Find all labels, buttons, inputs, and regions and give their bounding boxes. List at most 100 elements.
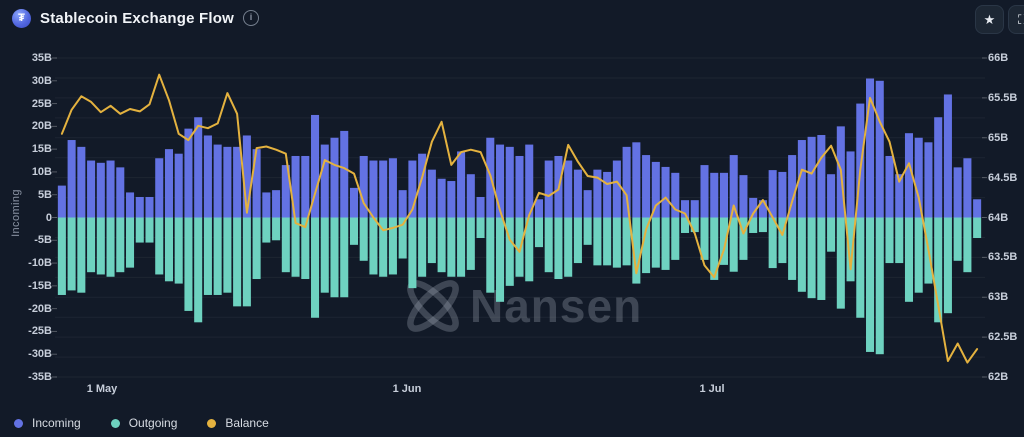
bar — [768, 170, 777, 218]
bar — [525, 217, 534, 282]
legend-item-outgoing[interactable]: Outgoing — [110, 416, 177, 430]
bar — [729, 217, 738, 272]
bar — [807, 136, 816, 218]
widget-header: ₮ Stablecoin Exchange Flow i — [0, 0, 1024, 36]
bar — [262, 192, 271, 218]
bar — [359, 217, 368, 261]
bar — [388, 217, 397, 275]
bar — [924, 142, 933, 218]
info-icon[interactable]: i — [243, 10, 260, 26]
bar — [788, 155, 797, 218]
axis-tick-marks — [52, 57, 987, 378]
bar — [661, 166, 670, 218]
bar — [914, 217, 923, 293]
bar — [379, 217, 388, 277]
legend-item-incoming[interactable]: Incoming — [14, 416, 81, 430]
outgoing-bars[interactable] — [57, 217, 982, 355]
bar — [184, 217, 193, 311]
bar — [184, 128, 193, 218]
bar — [203, 135, 212, 218]
right-axis-tick-label: 62.5B — [988, 331, 1018, 344]
bar — [505, 217, 514, 286]
bar — [788, 217, 797, 280]
bar — [194, 117, 203, 218]
bar — [145, 196, 154, 218]
bar — [155, 217, 164, 275]
bar — [583, 190, 592, 218]
chart-legend: Incoming Outgoing Balance — [14, 416, 269, 430]
bar — [866, 217, 875, 352]
bar — [57, 217, 66, 295]
bar — [807, 217, 816, 299]
bar — [126, 217, 135, 268]
bar — [311, 114, 320, 218]
bar — [135, 196, 144, 218]
bar — [827, 174, 836, 218]
bar — [564, 160, 573, 218]
bar — [252, 149, 261, 218]
bar — [369, 160, 378, 218]
left-axis-tick-label: -35B — [28, 371, 52, 383]
bar — [213, 217, 222, 295]
left-axis-tick-label: -25B — [28, 325, 52, 338]
bar — [710, 217, 719, 280]
favorite-star-button[interactable]: ★ — [975, 5, 1004, 34]
left-axis-tick-label: -20B — [28, 302, 52, 315]
bar — [719, 172, 728, 218]
incoming-dot-icon — [14, 418, 23, 428]
bar — [233, 146, 242, 218]
bar — [281, 165, 290, 218]
bar — [739, 175, 748, 218]
left-axis-tick-label: 15B — [31, 143, 52, 156]
bar — [856, 103, 865, 218]
bar — [612, 217, 621, 268]
bar — [135, 217, 144, 243]
bar — [223, 217, 232, 293]
bar — [671, 172, 680, 218]
bar — [496, 217, 505, 302]
bar — [349, 217, 358, 245]
balance-dot-icon — [207, 418, 217, 428]
bar — [856, 217, 865, 318]
bar — [505, 146, 514, 218]
bar — [544, 217, 553, 273]
bar — [973, 199, 982, 218]
bar — [320, 217, 329, 293]
bar — [340, 217, 349, 298]
left-axis-tick-label: 0 — [45, 211, 52, 224]
bar — [281, 217, 290, 273]
bar — [564, 217, 573, 277]
right-axis-tick-label: 66B — [988, 52, 1009, 64]
bar — [242, 135, 251, 218]
bar — [934, 117, 943, 218]
bar — [213, 144, 222, 218]
bar — [904, 217, 913, 302]
bar — [681, 217, 690, 233]
bar — [262, 217, 271, 243]
legend-item-balance[interactable]: Balance — [207, 416, 269, 430]
bar — [719, 217, 728, 265]
page-title: Stablecoin Exchange Flow — [40, 9, 235, 27]
bar — [164, 217, 173, 282]
bar — [963, 158, 972, 218]
bar — [515, 217, 524, 277]
expand-button[interactable]: ⛶ — [1008, 5, 1024, 34]
bar — [963, 217, 972, 273]
incoming-bars[interactable] — [57, 78, 982, 218]
bar — [632, 142, 641, 218]
bar — [252, 217, 261, 280]
bar — [875, 80, 884, 218]
bar — [943, 217, 952, 314]
bar — [466, 174, 475, 218]
bar — [174, 217, 183, 284]
bar — [895, 217, 904, 264]
balance-line[interactable] — [60, 73, 979, 364]
bar — [934, 217, 943, 323]
bar — [369, 217, 378, 275]
bar — [642, 217, 651, 274]
bar — [233, 217, 242, 307]
right-axis-tick-label: 65.5B — [988, 91, 1018, 104]
left-axis-tick-label: -30B — [28, 348, 52, 361]
bar — [603, 171, 612, 218]
